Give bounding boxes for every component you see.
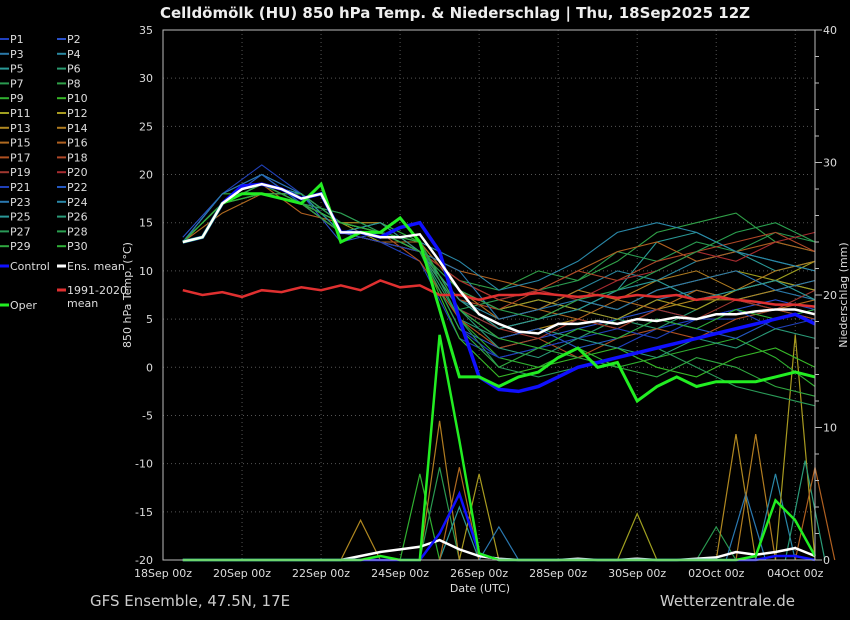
temp-line-p29 — [182, 183, 816, 397]
legend-label-p9: P9 — [10, 92, 24, 105]
y2-tick-label: 20 — [823, 289, 837, 302]
legend-label-control: Control — [10, 260, 50, 273]
temp-line-p20 — [182, 193, 816, 301]
x-tick-label: 30Sep 00z — [608, 567, 666, 580]
temp-line-p12 — [182, 183, 816, 320]
precip-line-p11 — [616, 512, 658, 561]
temp-line-p22 — [182, 173, 816, 349]
y-tick-label: 0 — [146, 361, 153, 374]
legend-label-p24: P24 — [67, 196, 88, 209]
x-tick-label: 04Oct 00z — [767, 567, 824, 580]
legend-label-p8: P8 — [67, 77, 81, 90]
legend-label-p11: P11 — [10, 107, 31, 120]
y2-axis-label: Niederschlag (mm) — [837, 242, 850, 347]
legend-label-p26: P26 — [67, 211, 88, 224]
temp-line-climate — [182, 279, 816, 308]
legend-label-p18: P18 — [67, 151, 88, 164]
legend-label-p14: P14 — [67, 122, 88, 135]
legend-label-p15: P15 — [10, 137, 31, 150]
y-axis-label: 850 hPa Temp. (°C) — [121, 242, 134, 348]
y-tick-label: 25 — [139, 120, 153, 133]
y2-tick-label: 10 — [823, 422, 837, 435]
y-tick-label: 35 — [139, 24, 153, 37]
legend-label-p7: P7 — [10, 77, 24, 90]
precip-line-p12 — [458, 473, 500, 561]
legend-label-p13: P13 — [10, 122, 31, 135]
y-tick-label: 15 — [139, 217, 153, 230]
y2-tick-label: 30 — [823, 157, 837, 170]
precip-line-p23 — [725, 491, 767, 561]
legend-label-p10: P10 — [67, 92, 88, 105]
temp-line-ens-mean — [182, 182, 816, 335]
legend-label-p28: P28 — [67, 225, 88, 238]
y-tick-label: -20 — [135, 554, 153, 567]
x-tick-label: 24Sep 00z — [371, 567, 429, 580]
legend-label-p2: P2 — [67, 33, 81, 46]
legend-label-p30: P30 — [67, 240, 88, 253]
y-tick-label: -15 — [135, 506, 153, 519]
precip-line-p24 — [755, 473, 796, 561]
legend-label-p20: P20 — [67, 166, 88, 179]
y-tick-label: -5 — [142, 409, 153, 422]
y2-tick-label: 40 — [823, 24, 837, 37]
temp-lines — [182, 164, 816, 407]
y-tick-label: 20 — [139, 169, 153, 182]
precip-line-p7 — [695, 525, 737, 561]
footer-source: Wetterzentrale.de — [660, 592, 795, 610]
x-tick-label: 26Sep 00z — [450, 567, 508, 580]
y-tick-label: 5 — [146, 313, 153, 326]
x-tick-label: 02Oct 00z — [688, 567, 745, 580]
legend-label-climate: 1991-2020 mean — [67, 284, 127, 310]
temp-line-p23 — [182, 173, 816, 320]
legend-label-p3: P3 — [10, 48, 24, 61]
x-tick-label: 20Sep 00z — [213, 567, 271, 580]
precip-line-p15 — [439, 467, 480, 561]
y2-tick-label: 0 — [823, 554, 830, 567]
legend-label-p16: P16 — [67, 137, 88, 150]
temp-line-p16 — [182, 183, 816, 291]
x-tick-label: 22Sep 00z — [292, 567, 350, 580]
y-tick-label: -10 — [135, 458, 153, 471]
precip-line-p14 — [419, 420, 460, 561]
precip-line-p7 — [419, 467, 460, 561]
y-tick-label: 30 — [139, 72, 153, 85]
y-tick-label: 10 — [139, 265, 153, 278]
precip-line-p13 — [340, 518, 381, 561]
legend-label-p17: P17 — [10, 151, 31, 164]
chart-title: Celldömölk (HU) 850 hPa Temp. & Niedersc… — [160, 4, 750, 23]
precip-line-p13 — [715, 434, 757, 561]
precip-line-ens-mean — [182, 538, 816, 562]
legend-label-p6: P6 — [67, 63, 81, 76]
precip-line-p26 — [784, 460, 826, 561]
x-tick-label: 28Sep 00z — [529, 567, 587, 580]
footer-model-info: GFS Ensemble, 47.5N, 17E — [90, 592, 290, 610]
legend-label-p1: P1 — [10, 33, 24, 46]
legend-label-p22: P22 — [67, 181, 88, 194]
x-tick-label: 18Sep 00z — [134, 567, 192, 580]
legend-label-p23: P23 — [10, 196, 31, 209]
temp-line-oper — [182, 181, 816, 404]
temp-line-p2 — [182, 173, 816, 349]
x-axis-label: Date (UTC) — [450, 582, 510, 595]
legend-label-p19: P19 — [10, 166, 31, 179]
legend-label-ens-mean: Ens. mean — [67, 260, 125, 273]
legend-label-p29: P29 — [10, 240, 31, 253]
legend-label-oper: Oper — [10, 299, 37, 312]
temp-line-p11 — [182, 193, 816, 330]
legend-label-p27: P27 — [10, 225, 31, 238]
legend-label-p5: P5 — [10, 63, 24, 76]
precip-line-p9 — [399, 473, 441, 561]
legend-label-p21: P21 — [10, 181, 31, 194]
legend-label-p4: P4 — [67, 48, 81, 61]
legend-label-p12: P12 — [67, 107, 88, 120]
precip-line-p12 — [774, 334, 816, 561]
temp-line-control — [182, 182, 816, 394]
precip-line-p23 — [478, 525, 520, 561]
legend-label-p25: P25 — [10, 211, 31, 224]
precip-lines — [182, 334, 836, 562]
